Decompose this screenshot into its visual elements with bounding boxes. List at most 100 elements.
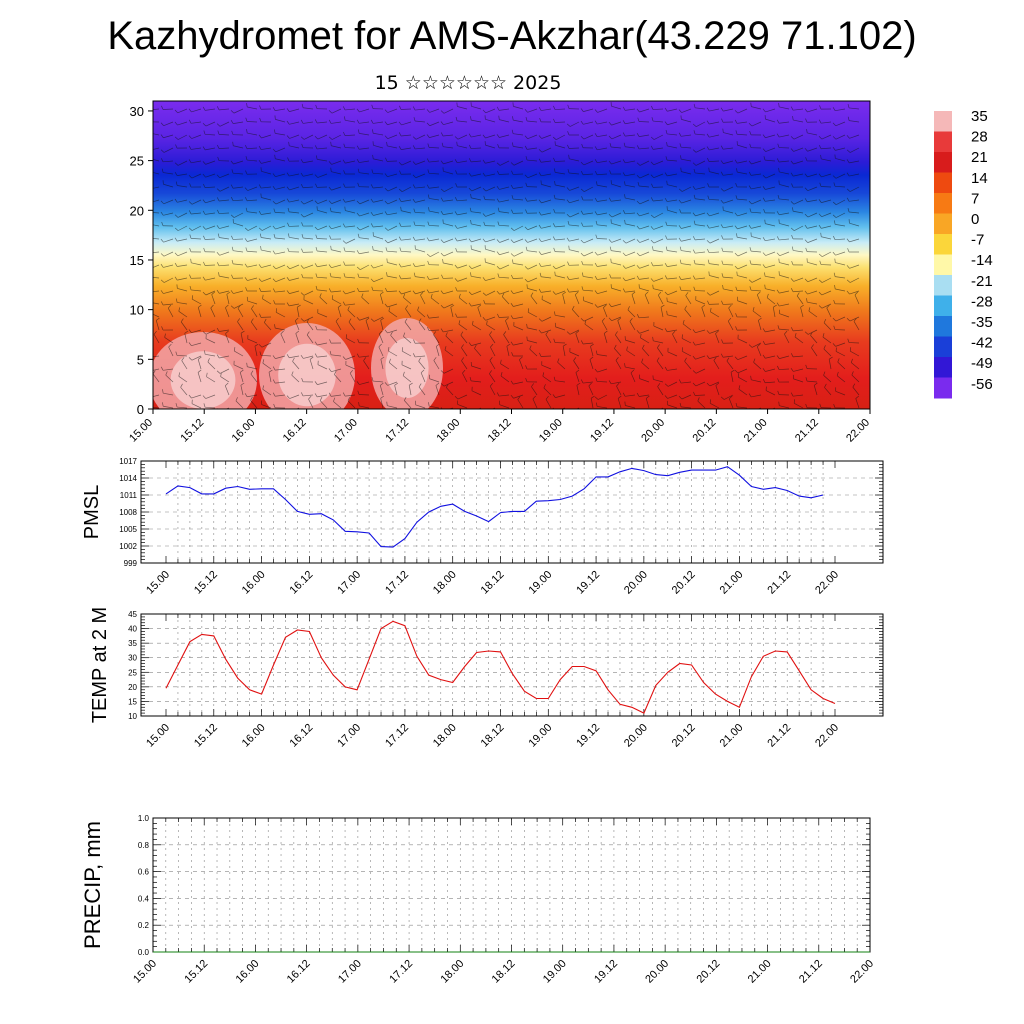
wind-barb-flag [552,236,556,241]
wind-barb [233,290,244,294]
wind-barb-flag [211,291,215,295]
wind-barb [835,391,846,396]
wind-barb [387,225,398,231]
wind-barb [834,185,846,188]
wind-barb [793,160,804,165]
wind-barb [807,261,818,266]
colorbar-segment [934,295,952,317]
x-tick-label: 18.00 [431,722,459,750]
wind-barb-flag [790,278,794,282]
wind-barb-flag [342,240,347,244]
y-tick-label: 10 [128,712,137,721]
wind-barb [404,400,412,409]
wind-barb [250,321,258,331]
wind-barb-flag [707,259,710,264]
wind-barb-flag [707,195,710,200]
wind-barb-flag [500,359,502,364]
wind-barb [380,320,384,331]
wind-barb [611,303,622,308]
wind-barb [793,199,804,205]
wind-barb [807,132,818,136]
wind-barb-flag [776,355,780,359]
wind-barb [163,172,174,175]
wind-barb [430,297,440,305]
wind-barb [163,277,174,283]
wind-barb [177,251,188,257]
wind-barb-flag [832,146,836,151]
wind-barb-flag [575,369,580,373]
wind-barb [695,133,706,136]
wind-barb-flag [231,130,234,135]
wind-barb-flag [188,342,192,346]
wind-barb-flag [309,356,314,360]
wind-barb-flag [575,330,580,334]
wind-barb [807,199,818,203]
wind-barb-flag [288,141,290,146]
x-tick-label: 22.00 [813,722,841,750]
wind-barb-flag [810,331,813,336]
wind-barb [443,238,454,243]
wind-barb-flag [343,273,346,278]
wind-barb-flag [356,158,360,163]
wind-barb-flag [343,170,346,175]
chart-title: Kazhydromet for AMS-Akzhar(43.229 71.102… [107,14,917,58]
wind-barb [205,147,216,151]
wind-barb [197,359,202,370]
wind-barb [415,108,426,111]
wind-barb [387,186,398,192]
wind-barb-flag [651,105,654,110]
wind-barb [317,355,328,358]
wind-barb-flag [706,382,711,387]
wind-barb-flag [580,318,585,322]
wind-barb [332,298,342,305]
wind-barb-flag [244,263,248,268]
wind-barb [625,277,636,282]
wind-barb [603,333,608,344]
wind-barb [562,294,566,305]
wind-barb [445,335,454,344]
wind-barb-flag [505,317,509,321]
wind-barb-flag [216,106,220,111]
wind-barb-flag [329,339,332,344]
wind-barb [681,119,692,123]
wind-barb [234,350,244,357]
wind-barb-flag [469,144,472,149]
wind-barb [470,147,482,149]
wind-barb [543,387,552,396]
wind-barb-flag [153,330,157,335]
wind-barb-flag [580,340,584,345]
colorbar-segment [934,377,952,399]
wind-barb-flag [794,332,797,338]
wind-barb-flag [483,195,486,200]
wind-barb [751,236,762,240]
wind-barb-flag [567,261,570,266]
wind-barb-flag [286,265,291,270]
wind-barb-flag [524,197,528,202]
wind-barb-flag [427,326,430,331]
wind-barb-flag [315,183,318,188]
wind-barb-flag [567,131,570,136]
wind-barb [779,328,790,331]
wind-barb [541,225,552,229]
wind-barb [779,198,790,201]
wind-barb [765,251,776,256]
wind-barb-flag [707,300,710,305]
wind-barb-flag [846,188,851,192]
wind-barb-flag [489,370,492,374]
wind-barb [615,360,622,370]
wind-barb-flag [160,211,164,216]
wind-barb-flag [308,395,312,400]
wind-barb [291,374,300,383]
wind-barb [653,325,664,331]
wind-barb-flag [762,379,766,383]
wind-barb-flag [626,346,628,351]
wind-barb-flag [567,169,570,174]
wind-barb-flag [189,274,192,279]
wind-barb [262,389,272,396]
wind-barb-flag [804,278,809,283]
wind-barb-flag [174,276,178,281]
wind-barb-flag [819,403,822,408]
wind-barb [289,303,300,307]
wind-barb-flag [511,170,514,175]
wind-barb [359,237,370,240]
